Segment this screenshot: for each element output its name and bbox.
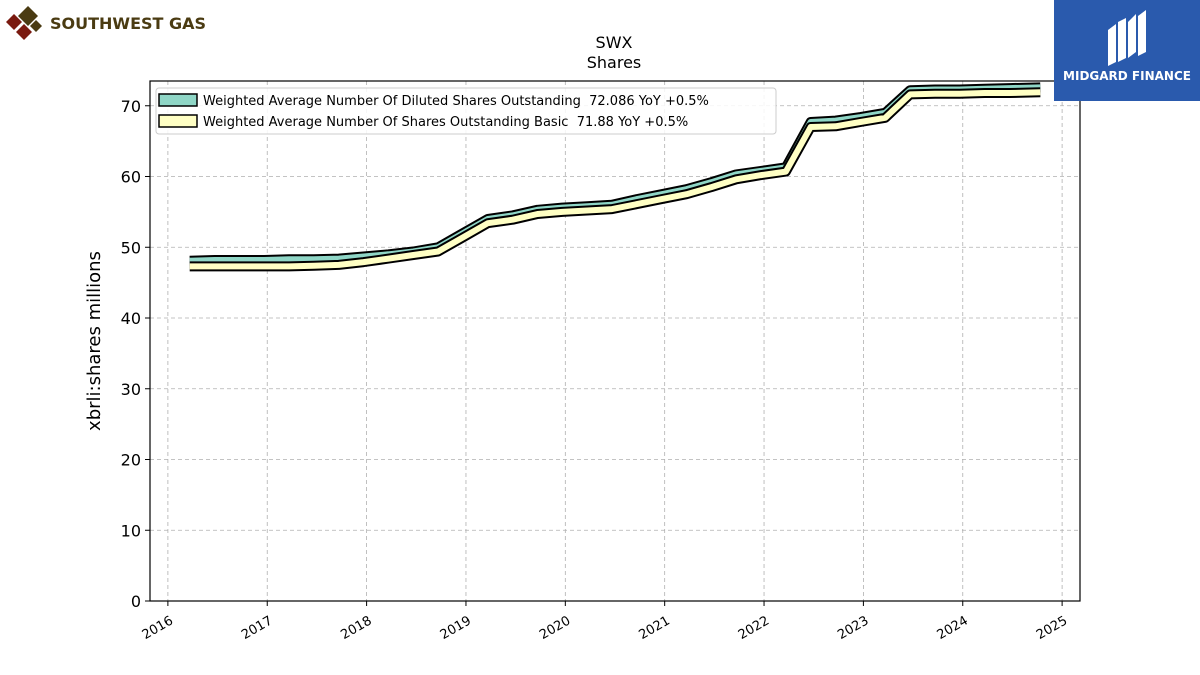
- y-tick-label: 50: [121, 238, 141, 257]
- southwest-gas-emblem-icon: [6, 6, 42, 40]
- x-tick-label: 2017: [239, 613, 275, 643]
- y-tick-label: 10: [121, 521, 141, 540]
- legend-label-diluted: Weighted Average Number Of Diluted Share…: [203, 94, 709, 109]
- legend-swatch-diluted: [158, 93, 198, 107]
- y-tick-label: 30: [121, 380, 141, 399]
- plot-frame: [149, 80, 1081, 602]
- x-tick-label: 2018: [338, 613, 374, 643]
- southwest-gas-wordmark: SOUTHWEST GAS: [50, 14, 207, 33]
- x-axis: 2016 2017 2018 2019 2020 2021 2022 2023 2024 2025: [140, 601, 1070, 643]
- y-tick-label: 40: [121, 309, 141, 328]
- x-tick-label: 2025: [1034, 613, 1070, 643]
- y-axis-label: xbrli:shares millions: [84, 251, 105, 431]
- series-lines: [189, 82, 1041, 272]
- x-tick-label: 2019: [438, 613, 474, 643]
- chart-subtitle: Shares: [587, 53, 642, 72]
- x-tick-label: 2023: [835, 613, 871, 643]
- legend-label-basic: Weighted Average Number Of Shares Outsta…: [203, 115, 688, 130]
- x-tick-label: 2016: [140, 613, 176, 643]
- y-tick-label: 70: [121, 97, 141, 116]
- chart-title: SWX: [596, 33, 633, 52]
- x-tick-label: 2024: [935, 613, 971, 643]
- x-tick-label: 2020: [537, 613, 573, 643]
- midgard-finance-wordmark: MIDGARD FINANCE: [1063, 69, 1191, 83]
- midgard-emblem-icon: [1108, 10, 1146, 66]
- southwest-gas-logo: SOUTHWEST GAS: [4, 4, 207, 44]
- legend-swatch-basic: [158, 114, 198, 128]
- grid-lines: [150, 81, 1080, 602]
- y-tick-label: 0: [131, 592, 141, 611]
- y-axis: 0 10 20 30 40 50 60 70: [121, 97, 150, 611]
- legend: Weighted Average Number Of Diluted Share…: [155, 87, 777, 135]
- y-tick-label: 60: [121, 168, 141, 187]
- x-tick-label: 2022: [736, 613, 772, 643]
- series-line-1: [189, 89, 1041, 270]
- y-tick-label: 20: [121, 451, 141, 470]
- legend-box: [155, 87, 777, 135]
- midgard-finance-logo: MIDGARD FINANCE: [1054, 0, 1200, 101]
- x-tick-label: 2021: [637, 613, 673, 643]
